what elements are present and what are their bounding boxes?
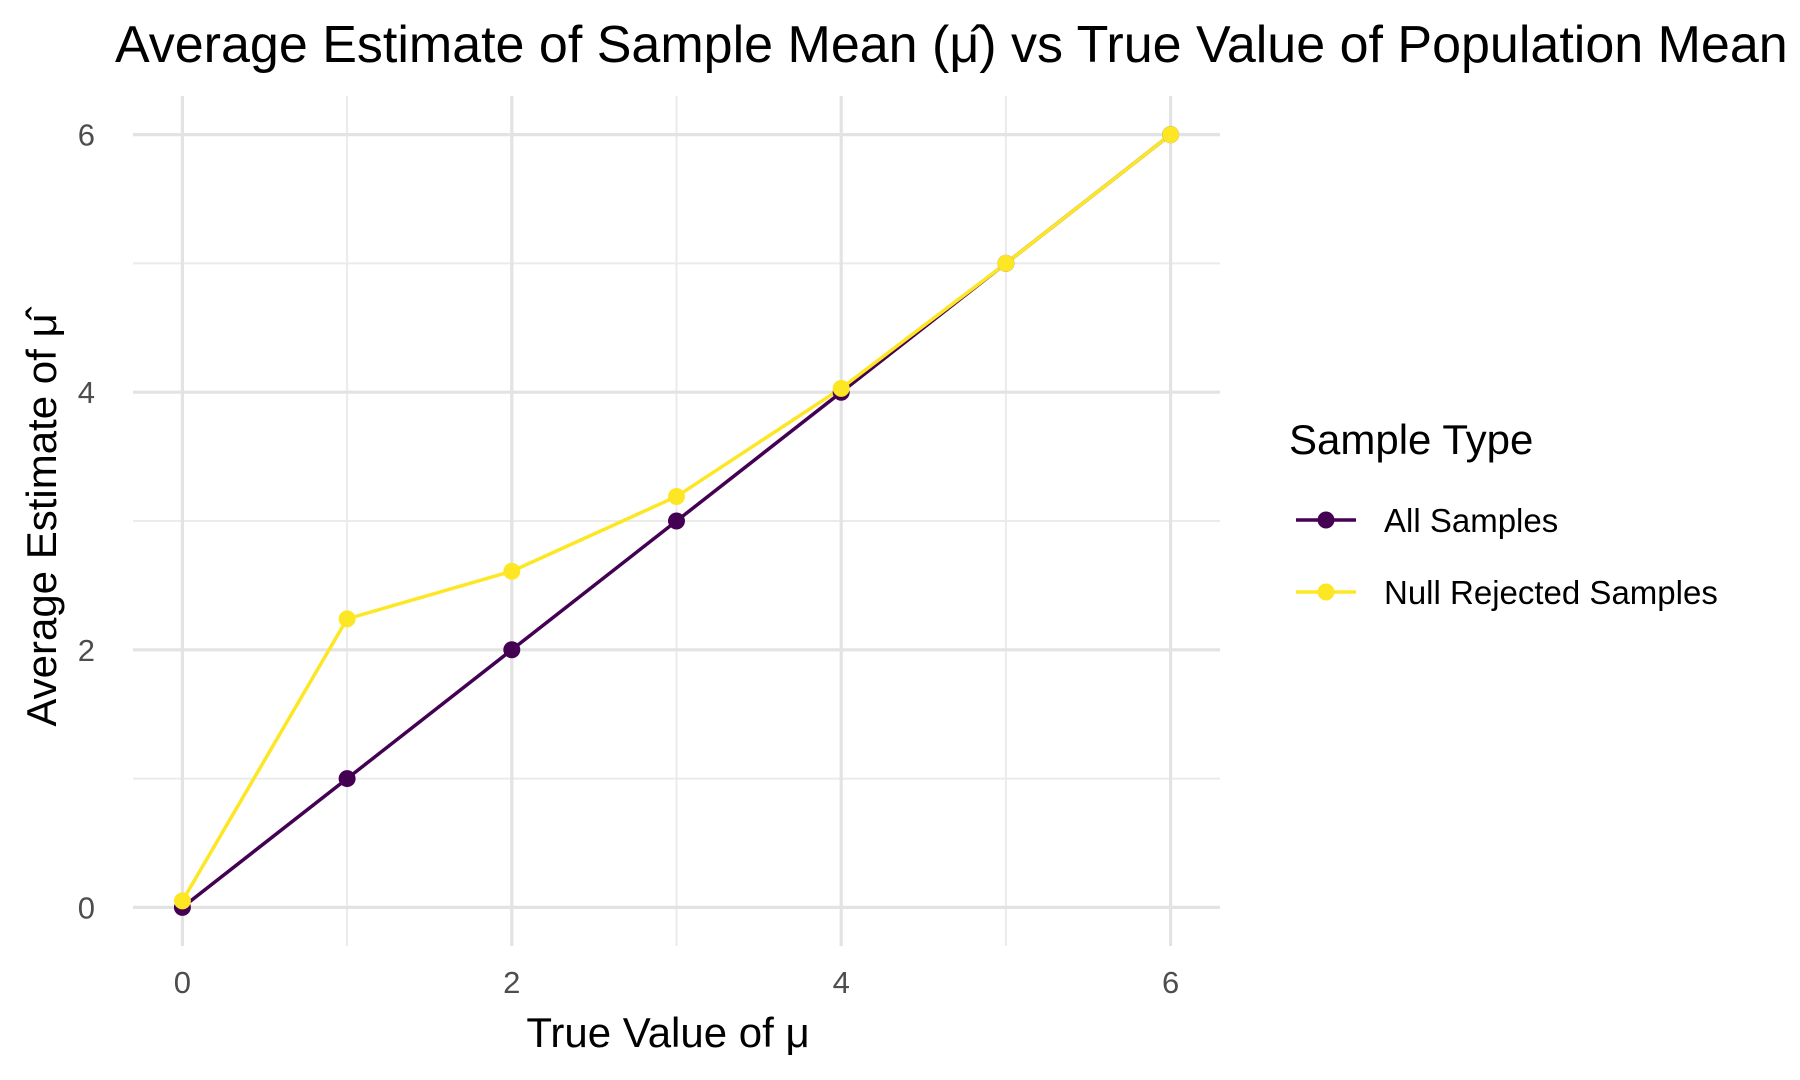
axis-ticks: 0 2 4 6 0 2 4 6 [78,118,1179,1000]
data-point-null-rejected-samples [503,562,521,580]
legend-item: All Samples [1296,502,1558,539]
legend-label: Null Rejected Samples [1384,574,1718,611]
y-axis-title: Average Estimate of μ̂ [18,306,65,726]
legend: Sample Type All Samples Null Rejected Sam… [1289,416,1718,611]
data-point-null-rejected-samples [668,488,685,506]
data-point-all-samples [503,641,521,659]
data-point-null-rejected-samples [173,892,191,910]
y-tick-label: 2 [78,633,95,668]
x-tick-label: 0 [174,965,191,1000]
data-point-all-samples [338,770,356,788]
x-tick-label: 6 [1162,965,1179,1000]
legend-title: Sample Type [1289,416,1533,463]
legend-item: Null Rejected Samples [1296,574,1718,611]
x-axis-title: True Value of μ [526,1009,809,1056]
legend-label: All Samples [1384,502,1558,539]
data-point-null-rejected-samples [997,254,1015,272]
y-tick-label: 4 [78,375,95,410]
legend-point-swatch [1317,511,1335,529]
legend-items: All Samples Null Rejected Samples [1296,502,1718,611]
y-tick-label: 0 [78,890,95,925]
chart-title: Average Estimate of Sample Mean (μ̂) vs … [115,16,1788,74]
x-tick-label: 4 [833,965,850,1000]
x-tick-label: 2 [503,965,520,1000]
legend-point-swatch [1317,583,1335,601]
series-points [173,126,1180,916]
y-tick-label: 6 [78,118,95,153]
data-point-null-rejected-samples [832,379,850,397]
data-point-all-samples [668,512,685,530]
data-point-null-rejected-samples [1162,126,1180,144]
data-point-null-rejected-samples [338,610,356,628]
